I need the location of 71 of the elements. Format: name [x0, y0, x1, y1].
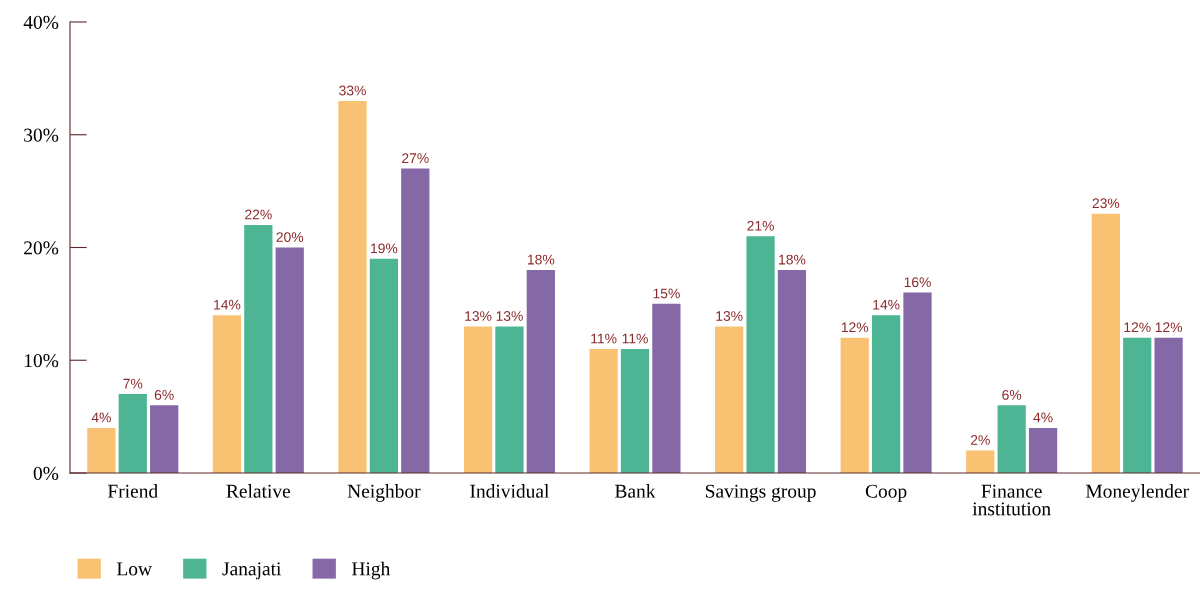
x-tick-label: Finance institution	[972, 484, 1051, 516]
bar	[1123, 337, 1152, 473]
bar	[244, 224, 273, 473]
x-tick-label: Relative	[226, 484, 291, 498]
y-tick-label: 0%	[33, 466, 59, 480]
legend-label: Janajati	[222, 562, 282, 580]
bar	[150, 405, 179, 473]
bar	[369, 258, 399, 473]
data-label: 13%	[465, 311, 492, 321]
data-label: 21%	[747, 220, 774, 231]
bar	[526, 270, 555, 473]
bar	[620, 348, 650, 473]
bar	[777, 270, 807, 473]
bar	[1091, 213, 1120, 473]
bar	[997, 405, 1026, 473]
bar	[118, 394, 147, 473]
y-tick-label: 40%	[23, 15, 59, 29]
data-label: 18%	[527, 254, 555, 265]
data-label: 12%	[841, 322, 869, 333]
bar	[87, 427, 116, 473]
bar	[212, 315, 242, 473]
data-label: 11%	[591, 333, 617, 344]
data-label: 4%	[91, 412, 111, 423]
bar	[871, 315, 901, 473]
bar	[401, 168, 430, 473]
data-label: 22%	[245, 209, 272, 220]
y-tick-label: 10%	[24, 354, 59, 368]
data-label: 23%	[1092, 198, 1120, 209]
data-label: 27%	[402, 153, 429, 163]
y-tick-label: 20%	[24, 241, 59, 255]
data-label: 12%	[1155, 322, 1183, 333]
y-tick-label: 30%	[24, 128, 59, 142]
x-tick-label: Moneylender	[1085, 484, 1189, 502]
data-label: 18%	[779, 254, 806, 265]
data-label: 14%	[214, 299, 241, 310]
bar	[746, 236, 775, 473]
bar	[652, 303, 681, 473]
bar	[715, 326, 744, 473]
data-label: 16%	[904, 277, 931, 288]
bar	[966, 450, 995, 473]
data-label: 19%	[371, 243, 398, 254]
x-tick-label: Savings group	[705, 484, 816, 502]
bar	[275, 247, 304, 473]
data-label: 6%	[1002, 389, 1022, 400]
data-label: 13%	[716, 311, 743, 321]
x-tick-label: Friend	[107, 484, 158, 498]
legend-label: Low	[116, 562, 152, 576]
data-label: 2%	[970, 435, 990, 445]
legend-label: High	[351, 561, 391, 580]
x-tick-label: Bank	[615, 484, 656, 498]
data-label: 20%	[276, 232, 304, 242]
bar	[1028, 427, 1058, 473]
data-label: 13%	[496, 311, 523, 321]
bar	[903, 292, 932, 473]
x-tick-label: Individual	[470, 484, 550, 498]
data-label: 15%	[653, 288, 680, 299]
data-label: 14%	[873, 299, 900, 310]
x-tick-label: Neighbor	[347, 484, 421, 502]
data-label: 12%	[1124, 322, 1151, 333]
data-label: 4%	[1033, 412, 1053, 423]
bar	[589, 348, 618, 473]
bar	[840, 337, 869, 473]
data-label: 11%	[622, 333, 648, 344]
bar	[1154, 337, 1183, 473]
bar	[495, 326, 524, 473]
bar	[338, 100, 367, 473]
x-tick-label: Coop	[865, 484, 907, 502]
data-label: 7%	[123, 378, 143, 389]
bar	[463, 326, 493, 473]
data-label: 6%	[154, 389, 174, 400]
data-label: 33%	[339, 85, 366, 96]
